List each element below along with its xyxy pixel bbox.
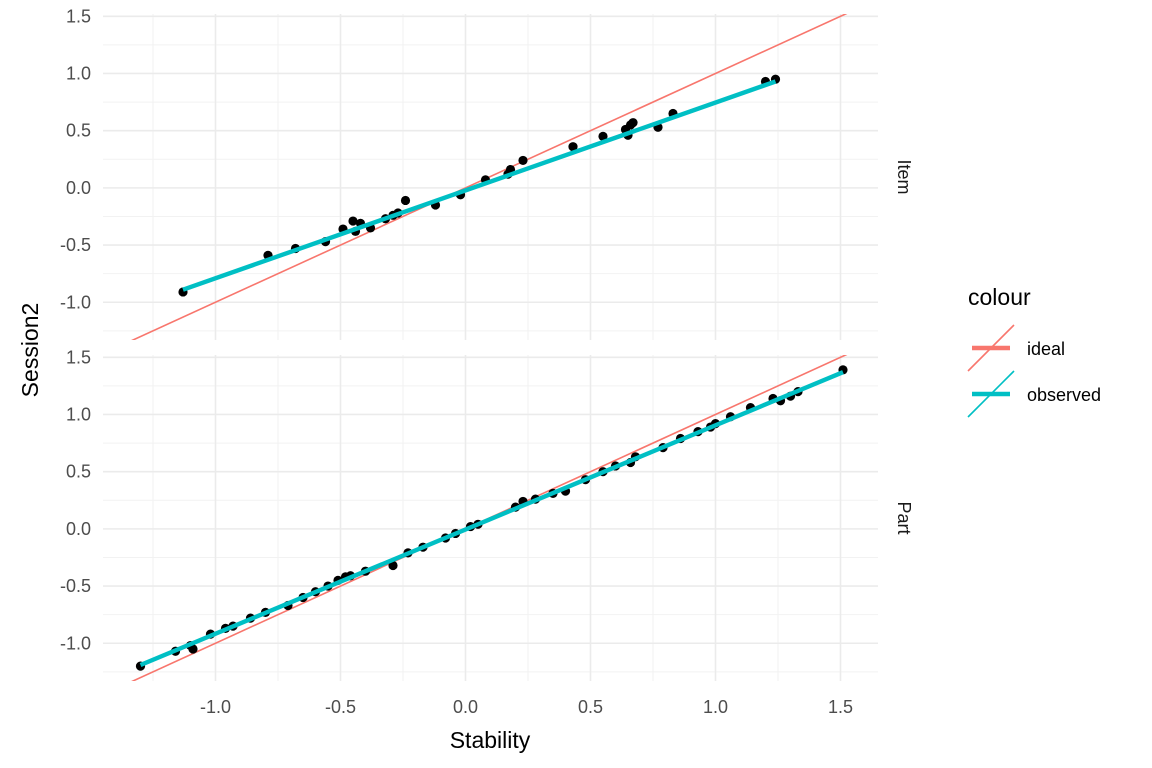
data-point xyxy=(568,142,578,152)
y-tick-label: 1.5 xyxy=(66,6,91,26)
x-tick-label: 0.0 xyxy=(453,697,478,717)
observed-line xyxy=(182,79,777,292)
facet-panel-item: -1.0 -0.5 0.0 0.5 1.0 1.5 Item xyxy=(60,6,914,340)
data-point xyxy=(188,644,198,654)
y-tick-label: 1.5 xyxy=(66,347,91,367)
ideal-line xyxy=(131,14,848,340)
grid xyxy=(103,355,878,681)
data-point xyxy=(518,155,528,166)
x-tick-label: -1.0 xyxy=(200,697,231,717)
data-point xyxy=(628,118,638,128)
y-tick-label: -0.5 xyxy=(60,576,91,596)
facet-strip-label: Item xyxy=(894,159,914,194)
x-axis-title: Stability xyxy=(450,727,531,753)
legend-label: observed xyxy=(1027,385,1101,405)
x-tick-label: -0.5 xyxy=(325,697,356,717)
y-axis-title: Session2 xyxy=(17,303,43,398)
facet-panel-part: -1.0 -0.5 0.0 0.5 1.0 1.5 Part xyxy=(60,347,914,681)
data-point xyxy=(400,195,411,206)
grid xyxy=(103,14,878,340)
y-tick-label: 0.5 xyxy=(66,462,91,482)
legend-title: colour xyxy=(968,284,1031,310)
x-tick-label: 1.0 xyxy=(703,697,728,717)
legend-label: ideal xyxy=(1027,339,1065,359)
y-tick-label: 0.5 xyxy=(66,121,91,141)
y-tick-label: -0.5 xyxy=(60,235,91,255)
facet-panels: -1.0 -0.5 0.0 0.5 1.0 1.5 Item -1.0 -0.5 0.0 0.5 1.… xyxy=(60,6,914,681)
data-point xyxy=(598,131,608,141)
x-tick-label: 1.5 xyxy=(828,697,853,717)
data-point xyxy=(348,216,358,226)
y-tick-label: 1.0 xyxy=(66,63,91,83)
x-tick-label: 0.5 xyxy=(578,697,603,717)
legend: colour ideal observed xyxy=(967,284,1101,418)
y-tick-label: 1.0 xyxy=(66,404,91,424)
legend-entry-observed: observed xyxy=(967,370,1101,418)
legend-entries: ideal observed xyxy=(967,324,1101,418)
facet-strip-label: Part xyxy=(894,501,914,534)
y-tick-label: 0.0 xyxy=(66,178,91,198)
y-tick-label: -1.0 xyxy=(60,292,91,312)
plot-area xyxy=(131,14,848,340)
data-point xyxy=(388,560,398,571)
plot-area xyxy=(131,355,848,681)
x-axis-ticks: -1.0 -0.5 0.0 0.5 1.0 1.5 xyxy=(200,697,853,717)
y-tick-label: -1.0 xyxy=(60,633,91,653)
observed-line xyxy=(139,370,844,668)
y-tick-label: 0.0 xyxy=(66,519,91,539)
legend-entry-ideal: ideal xyxy=(967,324,1065,372)
